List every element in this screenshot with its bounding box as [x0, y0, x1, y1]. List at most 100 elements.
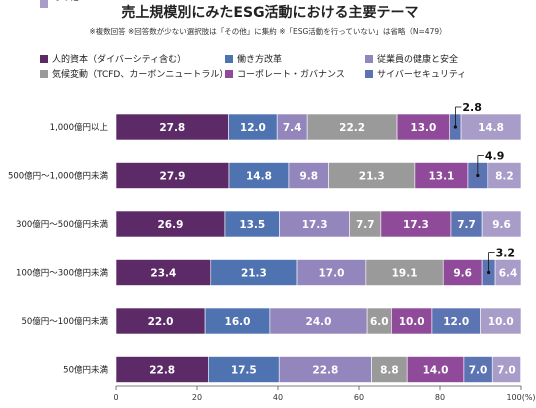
bar-segment-2-0 — [115, 210, 226, 238]
value-label-0-0: 27.8 — [159, 122, 185, 134]
value-label-0-6: 14.8 — [478, 122, 504, 134]
value-label-2-4: 17.3 — [403, 219, 429, 231]
bar-segment-3-2 — [296, 259, 367, 286]
bar-segment-1-6 — [487, 162, 522, 189]
bar-segment-5-3 — [371, 356, 408, 383]
bar-segment-5-2 — [278, 356, 372, 383]
bar-segment-0-3 — [306, 113, 398, 141]
bar-segment-0-2 — [276, 113, 308, 141]
bar-segment-0-4 — [396, 113, 451, 141]
legend-label-2: 従業員の健康と安全 — [377, 53, 458, 65]
x-tick-label-1: 20 — [192, 393, 202, 402]
legend-swatch-4 — [225, 70, 233, 78]
value-label-3-2: 17.0 — [318, 268, 344, 280]
value-label-5-2: 22.8 — [312, 365, 338, 377]
legend-label-6: その他 — [52, 0, 79, 3]
category-label-3: 100億円～300億円未満 — [16, 268, 108, 279]
bar-segment-5-6 — [491, 356, 521, 383]
value-label-1-6: 8.2 — [495, 171, 514, 183]
legend-label-1: 働き方改革 — [237, 53, 282, 65]
value-label-5-6: 7.0 — [497, 365, 516, 377]
value-label-1-4: 13.1 — [428, 171, 454, 183]
x-tick-label-5: 100(%) — [506, 393, 535, 402]
bar-segment-5-4 — [406, 356, 465, 383]
category-label-0: 1,000億円以上 — [50, 122, 109, 133]
bar-segment-3-0 — [115, 259, 212, 286]
category-label-4: 50億円～100億円未満 — [21, 316, 108, 327]
x-tick-label-4: 80 — [435, 393, 445, 402]
bar-segment-1-4 — [414, 162, 469, 189]
value-label-4-3: 6.0 — [370, 316, 389, 328]
bar-segment-1-1 — [228, 162, 290, 189]
chart-title: 売上規模別にみたESG活動における主要テーマ — [121, 4, 418, 21]
bar-segment-3-1 — [210, 259, 298, 286]
bar-segment-0-6 — [460, 113, 522, 141]
value-label-5-5: 7.0 — [469, 365, 488, 377]
bar-segment-2-2 — [279, 210, 350, 238]
value-label-5-3: 8.8 — [380, 365, 399, 377]
legend-label-0: 人的資本（ダイバーシティ含む） — [52, 53, 186, 65]
value-label-0-5: 2.8 — [462, 101, 482, 114]
legend-swatch-2 — [365, 55, 373, 63]
value-label-2-6: 9.6 — [492, 219, 511, 231]
value-label-4-2: 24.0 — [306, 316, 332, 328]
bar-segment-4-4 — [391, 307, 433, 335]
bar-segment-3-3 — [365, 259, 444, 286]
bar-segment-4-2 — [269, 307, 368, 335]
value-label-2-2: 17.3 — [302, 219, 328, 231]
bar-segment-5-1 — [208, 356, 280, 383]
category-label-2: 300億円～500億円未満 — [16, 219, 108, 230]
bar-segment-2-3 — [349, 210, 382, 238]
bar-segment-4-5 — [431, 307, 481, 335]
value-label-4-0: 22.0 — [148, 316, 174, 328]
legend-swatch-0 — [40, 55, 48, 63]
bar-segment-4-3 — [366, 307, 392, 335]
value-label-4-6: 10.0 — [488, 316, 514, 328]
value-label-3-3: 19.1 — [392, 268, 418, 280]
value-label-5-1: 17.5 — [231, 365, 257, 377]
bar-segment-1-2 — [288, 162, 329, 189]
value-label-1-3: 21.3 — [359, 171, 385, 183]
value-label-5-4: 14.0 — [423, 365, 449, 377]
value-label-3-0: 23.4 — [150, 268, 176, 280]
value-label-3-5: 3.2 — [496, 247, 515, 260]
category-label-5: 50億円未満 — [63, 365, 108, 376]
bar-segment-2-6 — [481, 210, 522, 238]
value-label-1-5: 4.9 — [485, 150, 505, 163]
chart-note: ※複数回答 ※回答数が少ない選択肢は「その他」に集約 ※「ESG活動を行っていな… — [89, 26, 446, 36]
legend-swatch-6 — [40, 0, 48, 8]
value-label-0-3: 22.2 — [339, 122, 365, 134]
value-label-3-6: 6.4 — [499, 268, 518, 280]
bar-segment-4-1 — [204, 307, 271, 335]
x-tick-label-3: 60 — [354, 393, 364, 402]
value-label-0-4: 13.0 — [410, 122, 436, 134]
bar-segment-0-1 — [228, 113, 278, 141]
value-label-3-4: 9.6 — [453, 268, 472, 280]
value-label-4-5: 12.0 — [443, 316, 469, 328]
value-label-1-0: 27.9 — [160, 171, 186, 183]
value-label-3-1: 21.3 — [241, 268, 267, 280]
bars: 1,000億円以上 27.8 12.0 7.4 22.2 13.0 2.8 14.8 500億円… — [8, 101, 522, 383]
value-label-2-5: 7.7 — [457, 219, 476, 231]
value-label-2-3: 7.7 — [356, 219, 375, 231]
bar-segment-1-3 — [328, 162, 416, 189]
legend: 人的資本（ダイバーシティ含む） 働き方改革 従業員の健康と安全気候変動（TCFD、カ… — [40, 0, 466, 80]
value-label-4-4: 10.0 — [399, 316, 425, 328]
legend-swatch-3 — [40, 70, 48, 78]
bar-segment-2-5 — [450, 210, 483, 238]
legend-swatch-5 — [365, 70, 373, 78]
legend-label-5: サイバーセキュリティ — [377, 69, 466, 80]
value-label-1-2: 9.8 — [299, 171, 318, 183]
x-tick-label-0: 0 — [113, 393, 118, 402]
legend-label-3: 気候変動（TCFD、カーボンニュートラル） — [52, 68, 228, 80]
bar-segment-3-4 — [442, 259, 483, 286]
value-label-1-1: 14.8 — [246, 171, 272, 183]
legend-swatch-1 — [225, 55, 233, 63]
x-axis: 0 20 40 60 80 100(%) — [113, 385, 536, 402]
legend-label-4: コーポレート・ガバナンス — [237, 69, 345, 80]
value-label-0-2: 7.4 — [283, 122, 302, 134]
bar-segment-3-6 — [494, 259, 522, 286]
value-label-2-0: 26.9 — [158, 219, 184, 231]
value-label-4-1: 16.0 — [225, 316, 251, 328]
